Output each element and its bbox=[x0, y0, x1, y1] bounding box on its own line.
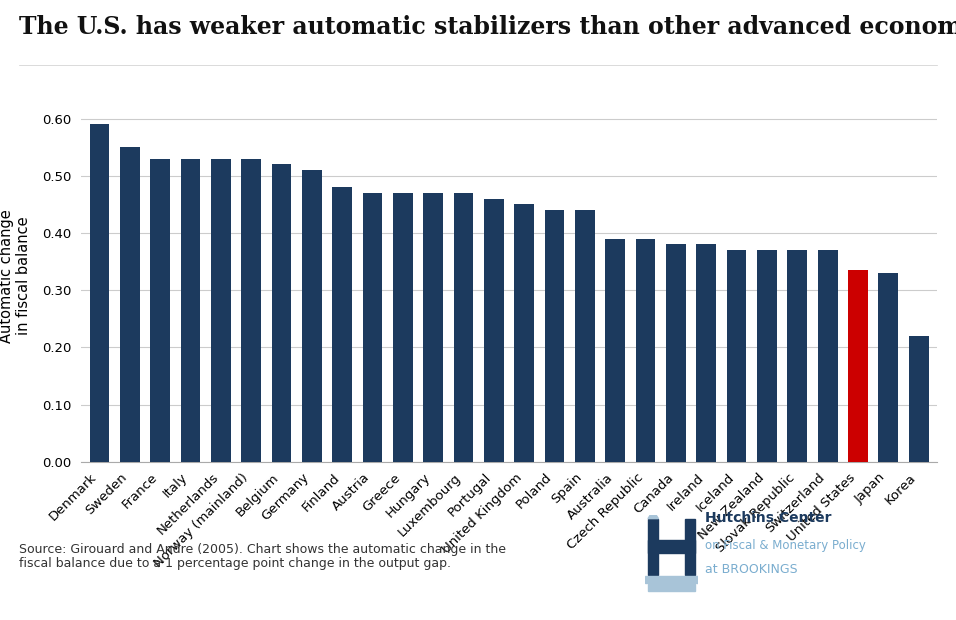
Bar bbox=[909, 336, 928, 462]
Text: on Fiscal & Monetary Policy: on Fiscal & Monetary Policy bbox=[705, 539, 865, 552]
Bar bbox=[211, 159, 230, 462]
Bar bbox=[90, 124, 109, 462]
Bar bbox=[727, 250, 747, 462]
Bar bbox=[879, 273, 899, 462]
Bar bbox=[648, 541, 695, 553]
Text: Hutchins Center: Hutchins Center bbox=[705, 512, 831, 526]
Bar bbox=[424, 193, 443, 462]
Bar bbox=[181, 159, 201, 462]
Bar bbox=[576, 210, 595, 462]
Bar bbox=[150, 159, 170, 462]
Bar bbox=[454, 193, 473, 462]
Bar bbox=[788, 250, 807, 462]
Text: at BROOKINGS: at BROOKINGS bbox=[705, 563, 797, 576]
Bar bbox=[666, 244, 685, 462]
Bar bbox=[817, 250, 837, 462]
Y-axis label: Automatic change
in fiscal balance: Automatic change in fiscal balance bbox=[0, 209, 31, 343]
Polygon shape bbox=[648, 511, 659, 518]
Bar bbox=[605, 239, 625, 462]
Bar bbox=[333, 187, 352, 462]
Bar bbox=[684, 518, 695, 575]
Bar bbox=[514, 205, 534, 462]
Bar bbox=[636, 239, 656, 462]
Bar bbox=[545, 210, 564, 462]
Bar bbox=[393, 193, 413, 462]
Text: Source: Girouard and Andre (2005). Chart shows the automatic change in the
fisca: Source: Girouard and Andre (2005). Chart… bbox=[19, 542, 506, 570]
Bar bbox=[645, 576, 698, 583]
Bar bbox=[302, 170, 322, 462]
Bar bbox=[848, 270, 868, 462]
Bar bbox=[757, 250, 777, 462]
Bar bbox=[272, 164, 292, 462]
Text: The U.S. has weaker automatic stabilizers than other advanced economies: The U.S. has weaker automatic stabilizer… bbox=[19, 16, 956, 40]
Bar bbox=[648, 584, 695, 591]
Bar bbox=[484, 198, 504, 462]
Bar bbox=[696, 244, 716, 462]
Bar bbox=[241, 159, 261, 462]
Bar bbox=[648, 518, 659, 575]
Bar bbox=[120, 147, 140, 462]
Bar bbox=[362, 193, 382, 462]
